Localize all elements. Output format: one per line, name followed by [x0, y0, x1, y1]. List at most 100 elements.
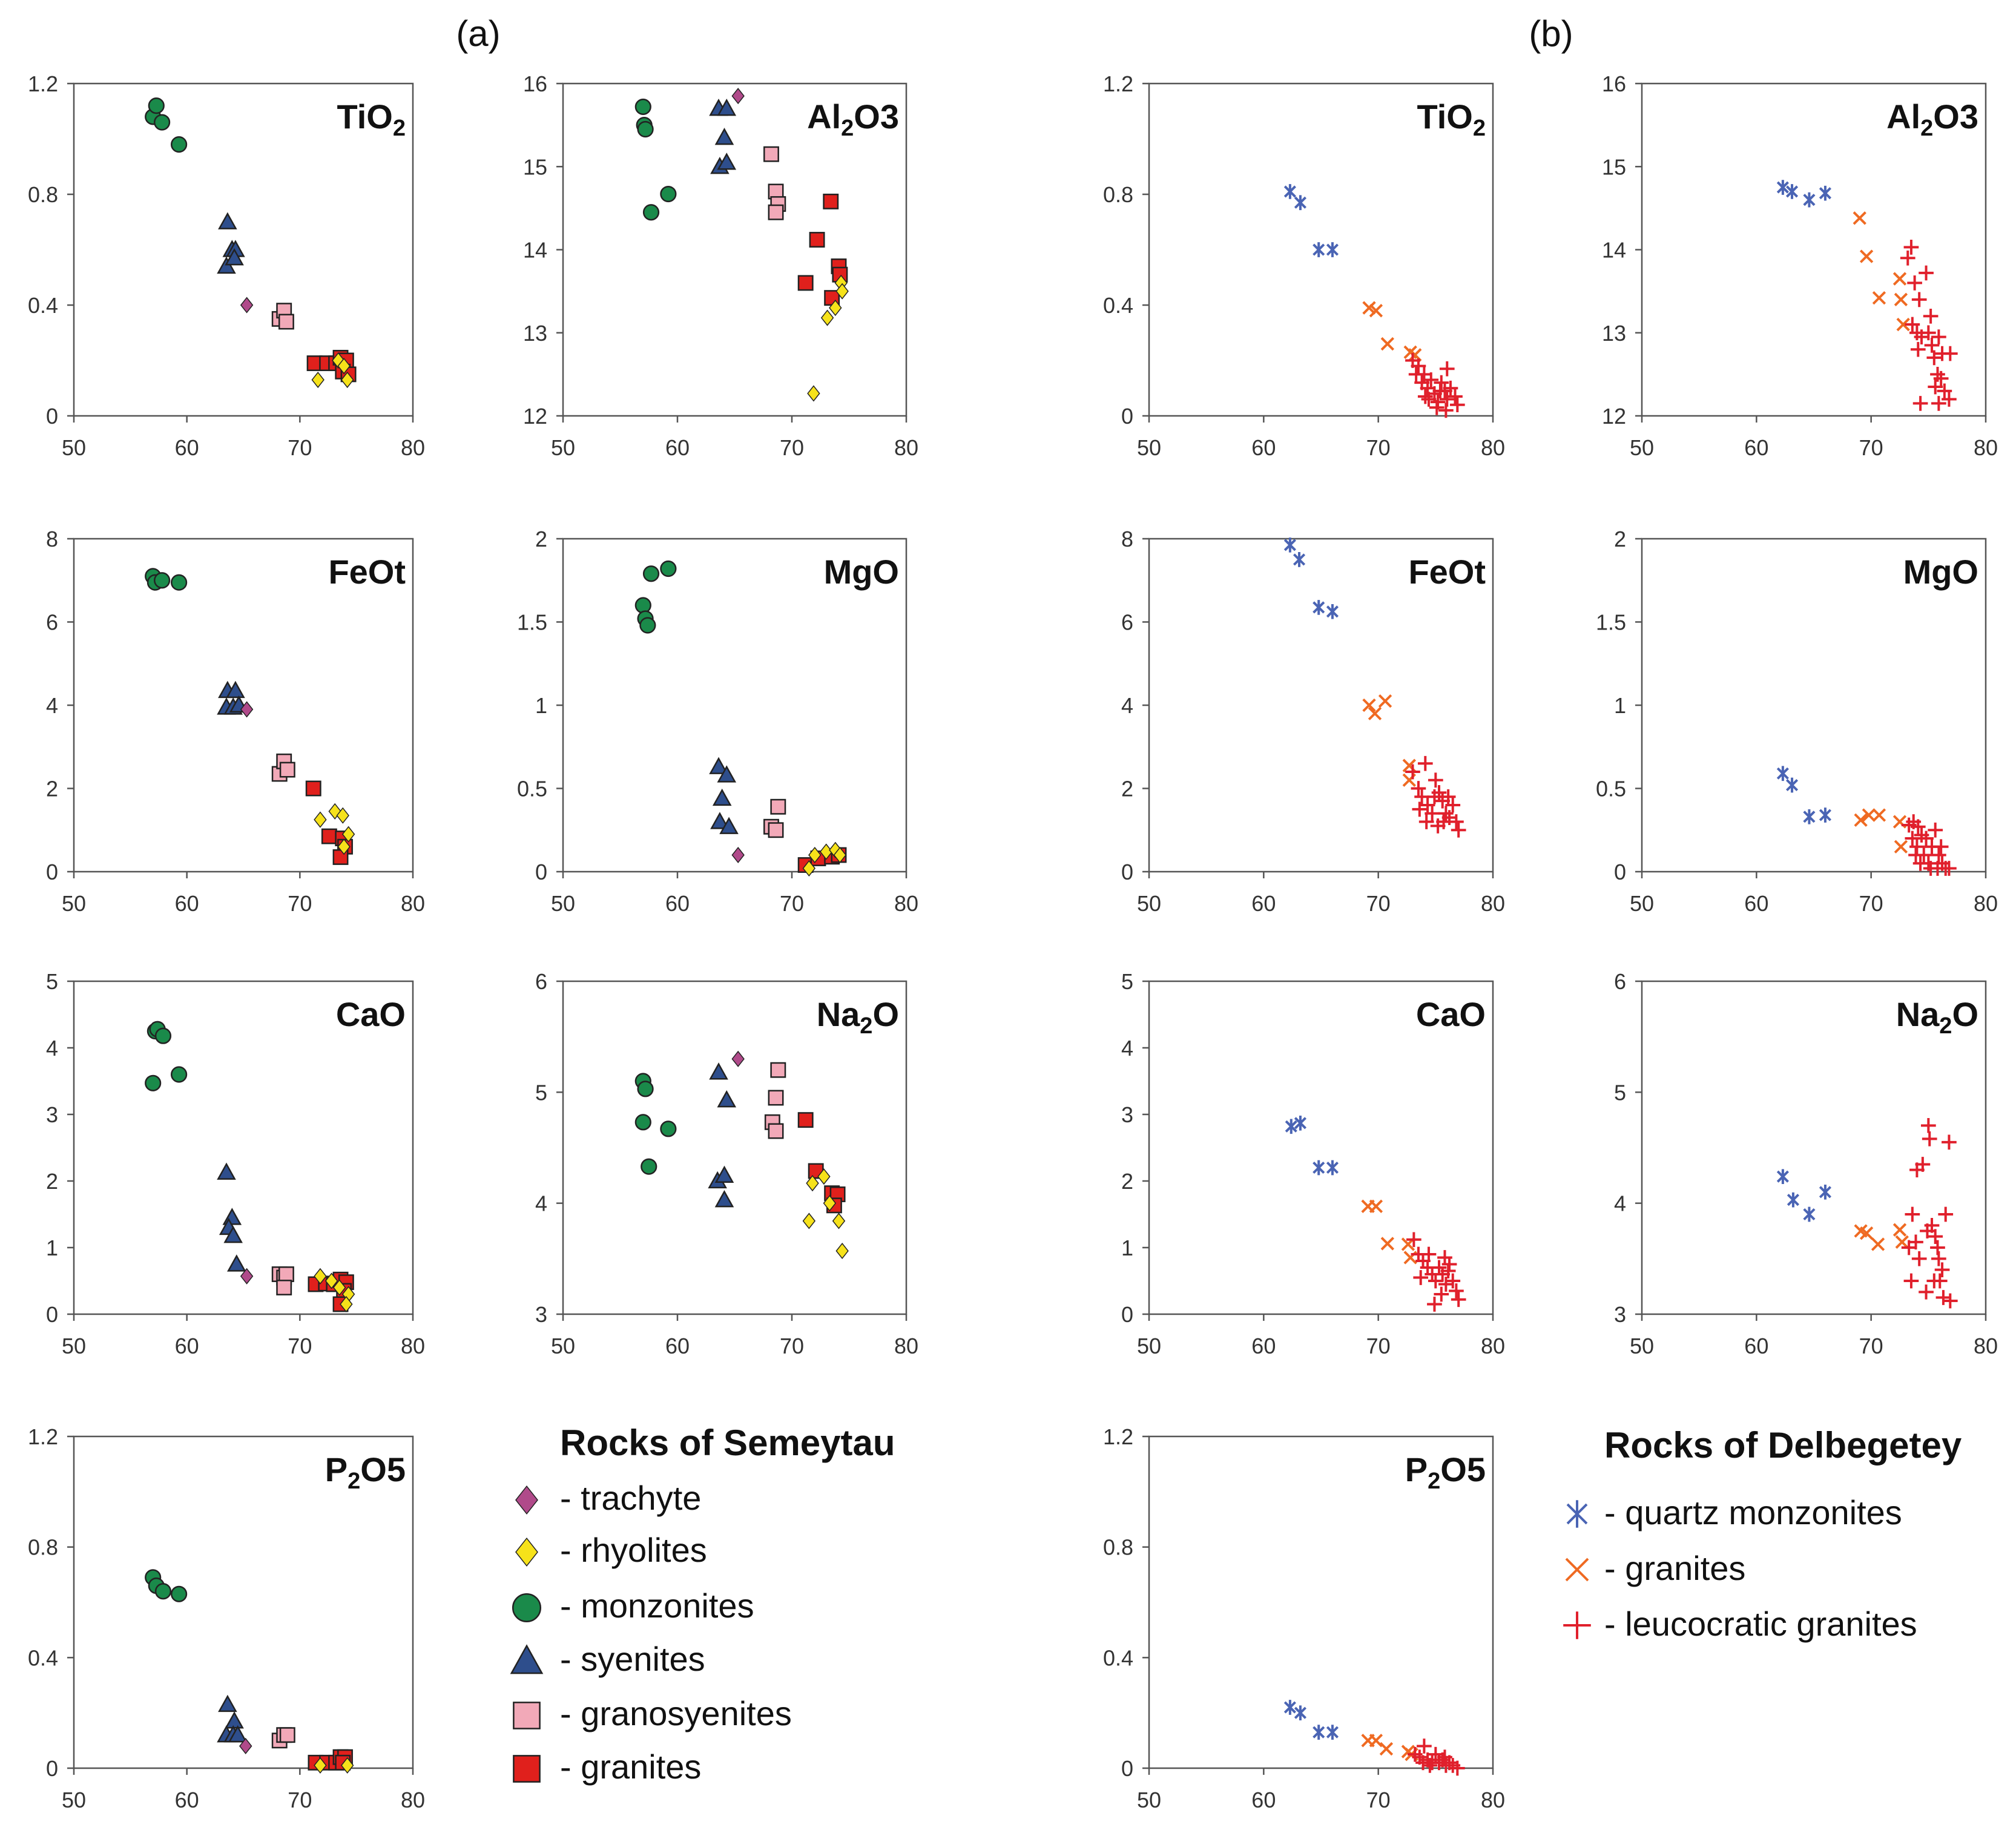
data-point — [145, 1074, 162, 1091]
data-point — [797, 275, 814, 291]
y-tick-label: 0 — [1121, 404, 1133, 429]
series-syenites — [217, 212, 245, 274]
x-tick-label: 80 — [894, 891, 918, 916]
data-point — [1894, 292, 1908, 307]
data-point — [227, 1254, 246, 1272]
data-point — [709, 757, 728, 774]
legend-marker — [513, 1702, 541, 1729]
data-point — [712, 788, 732, 806]
data-point — [1903, 240, 1919, 255]
series-granites_b — [1361, 1199, 1417, 1265]
plot-b-feot: 0 2 4 6 8 50 60 70 80 FeOt — [1121, 527, 1505, 916]
y-tick-label: 2 — [1614, 527, 1626, 551]
series-syenites — [217, 1694, 248, 1743]
data-point — [833, 846, 847, 864]
series-quartz_monzonites — [1776, 180, 1831, 208]
data-point — [171, 1585, 188, 1602]
data-point — [1926, 350, 1942, 366]
series-syenites — [709, 757, 739, 834]
data-point — [1428, 1273, 1443, 1289]
y-tick-label: 6 — [1614, 969, 1626, 994]
data-point — [314, 1757, 327, 1774]
data-point — [1892, 1223, 1907, 1237]
legend-marker — [515, 1537, 538, 1567]
y-tick-label: 4 — [1614, 1191, 1626, 1216]
data-point — [642, 204, 660, 221]
y-tick-label: 13 — [523, 321, 547, 346]
x-tick-label: 60 — [665, 1334, 690, 1358]
data-point — [240, 701, 254, 718]
legend-label: - trachyte — [560, 1479, 701, 1517]
data-point — [154, 572, 171, 589]
x-tick-label: 50 — [551, 1334, 575, 1358]
data-point — [1924, 337, 1940, 353]
plot-b-mgo: 0 0.5 1 1.5 2 50 60 70 80 MgO — [1596, 527, 1998, 916]
plot-title: FeOt — [1408, 553, 1486, 591]
y-tick-label: 1.5 — [517, 610, 547, 635]
legend-title-semeytau: Rocks of Semeytau — [560, 1423, 895, 1463]
y-tick-label: 0 — [1121, 1302, 1133, 1327]
data-point — [1910, 819, 1926, 835]
data-point — [637, 1081, 654, 1097]
legend-item-granites_a: - granites — [513, 1748, 701, 1786]
data-point — [1451, 822, 1466, 838]
y-tick-label: 16 — [523, 71, 547, 96]
x-tick-label: 50 — [551, 435, 575, 460]
data-point — [311, 371, 324, 389]
data-point — [1872, 291, 1886, 305]
y-tick-label: 5 — [1614, 1080, 1626, 1105]
data-point — [1919, 265, 1934, 281]
data-point — [278, 314, 294, 330]
legend-label: - granites — [560, 1748, 701, 1786]
legend-item-monzonites: - monzonites — [512, 1587, 754, 1625]
data-point — [1326, 604, 1339, 619]
x-tick-label: 70 — [288, 1788, 312, 1812]
data-point — [228, 1725, 248, 1743]
plot-frame — [562, 980, 908, 1315]
data-point — [1362, 698, 1376, 712]
data-point — [768, 822, 784, 838]
data-point — [1448, 389, 1463, 404]
data-point — [1432, 383, 1448, 399]
plot-a-p2o5: 0 0.4 0.8 1.2 50 60 70 80 P2O5 — [28, 1424, 425, 1812]
data-point — [1920, 325, 1936, 341]
x-tick-label: 50 — [1630, 891, 1654, 916]
plot-b-na2o: 3 4 5 6 50 60 70 80 Na2O — [1614, 969, 1998, 1358]
data-point — [1919, 831, 1934, 846]
y-tick-label: 4 — [1121, 693, 1133, 718]
x-tick-label: 60 — [175, 1788, 199, 1812]
y-tick-label: 0.8 — [28, 182, 58, 207]
data-point — [829, 841, 842, 858]
data-point — [1425, 806, 1440, 821]
data-point — [1449, 397, 1465, 413]
data-point — [1908, 1234, 1923, 1250]
x-tick-label: 60 — [1744, 891, 1768, 916]
plot-title: CaO — [1416, 995, 1486, 1033]
data-point — [1932, 1273, 1948, 1289]
plot-title: P2O5 — [1405, 1450, 1486, 1494]
x-tick-label: 70 — [1859, 1334, 1883, 1358]
data-point — [823, 193, 839, 209]
x-tick-label: 80 — [401, 891, 425, 916]
plot-title: TiO2 — [337, 97, 406, 141]
data-point — [714, 1165, 734, 1183]
plot-title: FeOt — [328, 553, 406, 591]
data-point — [1931, 847, 1946, 863]
y-tick-label: 1.2 — [28, 71, 58, 96]
series-granites_b — [1362, 301, 1422, 362]
y-tick-label: 0 — [1614, 860, 1626, 884]
data-point — [1437, 1749, 1452, 1765]
series-leucocratic_granites — [1405, 353, 1465, 418]
data-point — [1912, 396, 1928, 411]
data-point — [340, 1295, 353, 1313]
x-tick-label: 80 — [894, 435, 918, 460]
plot-title: Al2O3 — [807, 97, 899, 141]
data-point — [154, 1583, 172, 1600]
x-tick-label: 50 — [1630, 435, 1654, 460]
series-quartz_monzonites — [1283, 184, 1339, 257]
legend-marker — [1565, 1558, 1589, 1582]
data-point — [217, 1162, 236, 1180]
y-tick-label: 15 — [1602, 154, 1626, 179]
y-tick-label: 0.8 — [28, 1535, 58, 1560]
y-tick-label: 0.5 — [517, 777, 547, 801]
